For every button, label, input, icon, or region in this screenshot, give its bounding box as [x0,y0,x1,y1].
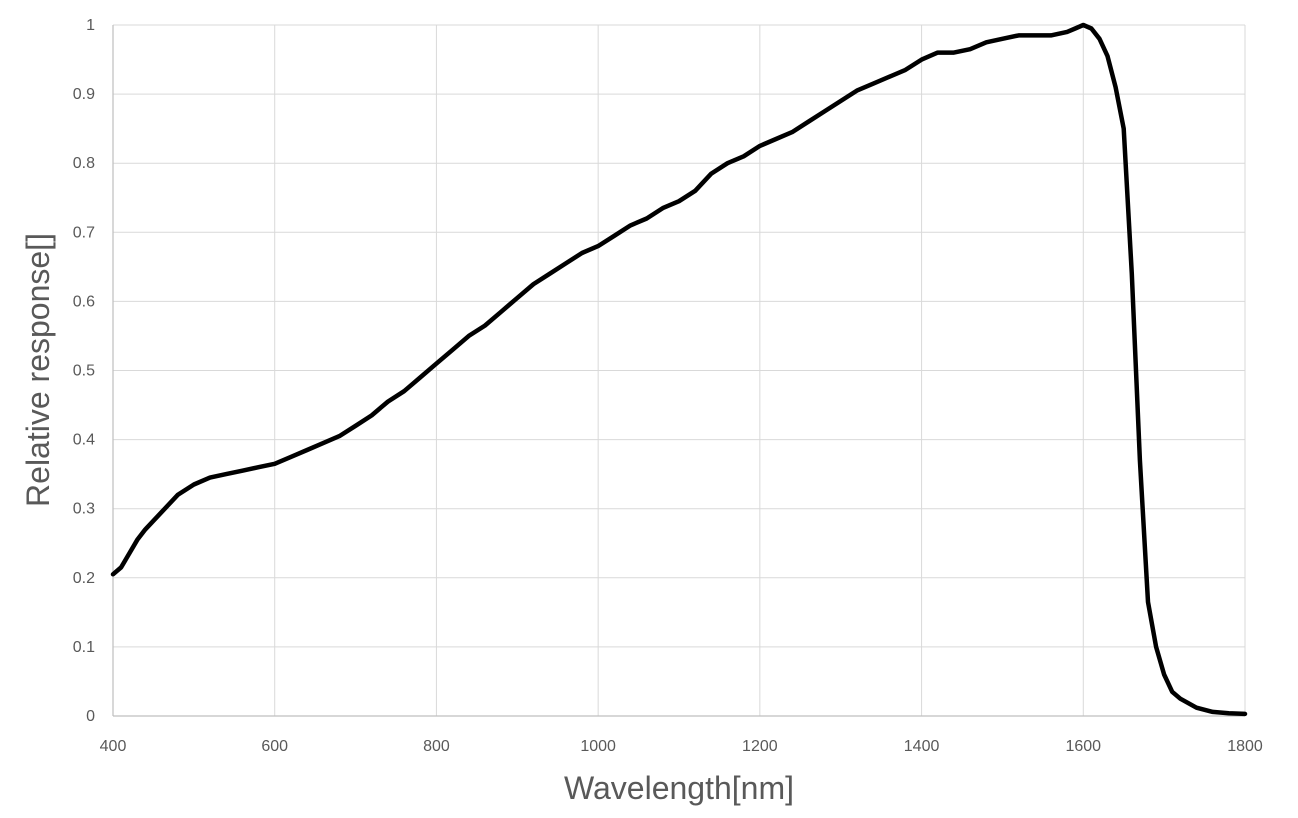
y-tick-label: 0.8 [73,155,95,172]
x-tick-label: 1800 [1227,738,1263,755]
x-tick-label: 1400 [904,738,940,755]
x-tick-label: 1200 [742,738,778,755]
y-tick-label: 0.9 [73,86,95,103]
y-tick-label: 0 [86,708,95,725]
y-tick-label: 0.5 [73,363,95,380]
x-tick-label: 800 [423,738,450,755]
x-tick-label: 1000 [580,738,616,755]
y-tick-label: 0.2 [73,570,95,587]
y-tick-label: 1 [86,17,95,34]
y-axis-title: Relative response[] [20,233,56,507]
y-tick-label: 0.7 [73,224,95,241]
x-axis-title: Wavelength[nm] [564,770,794,806]
x-tick-label: 400 [100,738,127,755]
data-series [110,22,1248,717]
x-tick-label: 1600 [1065,738,1101,755]
response-curve [110,22,1248,717]
y-tick-label: 0.6 [73,293,95,310]
y-tick-label: 0.3 [73,501,95,518]
x-tick-label: 600 [261,738,288,755]
y-tick-label: 0.4 [73,432,95,449]
y-tick-label: 0.1 [73,639,95,656]
axes [112,25,1245,717]
grid-lines [113,24,1246,716]
